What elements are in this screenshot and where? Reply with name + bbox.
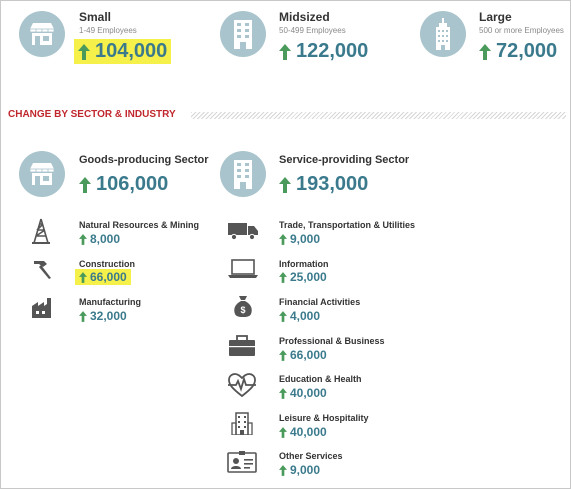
- service-item-value: 9,000: [279, 232, 320, 246]
- up-arrow-icon: [279, 310, 287, 322]
- money-bag-icon: $: [234, 296, 252, 317]
- size-midsized-sub: 50-499 Employees: [279, 26, 346, 35]
- goods-item-value: 8,000: [79, 232, 120, 246]
- up-arrow-icon: [279, 176, 291, 193]
- svg-text:$: $: [240, 305, 245, 315]
- size-midsized-name: Midsized: [279, 10, 330, 24]
- goods-item-value-highlighted: 66,000: [75, 269, 131, 285]
- service-item-value: 4,000: [279, 309, 320, 323]
- size-large-value: 72,000: [479, 40, 557, 63]
- size-small-sub: 1-49 Employees: [79, 26, 137, 35]
- skyscraper-icon: [420, 11, 466, 57]
- size-small-name: Small: [79, 10, 112, 24]
- service-item-value: 9,000: [279, 463, 320, 477]
- up-arrow-icon: [279, 426, 287, 438]
- service-item-value: 40,000: [279, 425, 327, 439]
- up-arrow-icon: [479, 43, 491, 60]
- section-title: CHANGE BY SECTOR & INDUSTRY: [8, 109, 176, 120]
- goods-item-label: Natural Resources & Mining: [79, 220, 200, 230]
- service-item-label: Education & Health: [279, 374, 362, 384]
- service-item-value: 66,000: [279, 348, 327, 362]
- service-item-label: Professional & Business: [279, 336, 385, 346]
- service-item-label: Leisure & Hospitality: [279, 413, 369, 423]
- up-arrow-icon: [79, 310, 87, 322]
- up-arrow-icon: [79, 233, 87, 245]
- service-sector-value: 193,000: [279, 173, 368, 196]
- hammer-icon: [34, 261, 51, 279]
- goods-sector-title: Goods-producing Sector: [79, 154, 209, 166]
- up-arrow-icon: [279, 387, 287, 399]
- size-midsized-value: 122,000: [279, 40, 368, 63]
- building-icon: [220, 11, 266, 57]
- building-icon: [220, 151, 266, 197]
- up-arrow-icon: [79, 271, 87, 283]
- hotel-icon: [231, 412, 253, 435]
- section-divider: [191, 112, 566, 119]
- service-item-label: Other Services: [279, 451, 343, 461]
- size-large-name: Large: [479, 10, 512, 24]
- up-arrow-icon: [279, 43, 291, 60]
- service-item-label: Financial Activities: [279, 297, 361, 307]
- goods-item-label: Manufacturing: [79, 297, 141, 307]
- size-large-sub: 500 or more Employees: [479, 26, 564, 35]
- up-arrow-icon: [78, 43, 90, 60]
- factory-icon: [32, 298, 51, 318]
- briefcase-icon: [229, 335, 255, 356]
- service-item-value: 40,000: [279, 386, 327, 400]
- service-sector-title: Service-providing Sector: [279, 154, 410, 166]
- up-arrow-icon: [279, 233, 287, 245]
- heartbeat-icon: [228, 373, 256, 397]
- up-arrow-icon: [279, 349, 287, 361]
- storefront-icon: [19, 11, 65, 57]
- goods-sector-value: 106,000: [79, 173, 168, 196]
- up-arrow-icon: [79, 176, 91, 193]
- truck-icon: [228, 223, 258, 240]
- up-arrow-icon: [279, 464, 287, 476]
- goods-item-value: 32,000: [79, 309, 127, 323]
- service-item-label: Information: [279, 259, 329, 269]
- service-item-value: 25,000: [279, 270, 327, 284]
- size-small-value: 104,000: [74, 39, 172, 64]
- laptop-icon: [228, 259, 258, 278]
- up-arrow-icon: [279, 271, 287, 283]
- oil-derrick-icon: [32, 218, 50, 244]
- goods-item-label: Construction: [79, 259, 135, 269]
- storefront-icon: [19, 151, 65, 197]
- service-item-label: Trade, Transportation & Utilities: [279, 220, 416, 230]
- id-card-icon: [227, 451, 257, 473]
